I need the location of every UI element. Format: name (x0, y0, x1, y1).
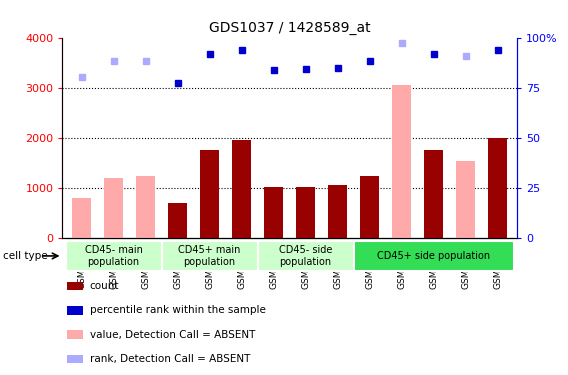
Bar (67, 306, 83, 315)
Bar (66, 241, 162, 271)
Bar (162, 241, 258, 271)
Bar (360, 176, 379, 238)
Bar (258, 241, 354, 271)
Bar (392, 85, 411, 238)
Text: CD45- main
population: CD45- main population (85, 245, 143, 267)
Bar (67, 282, 83, 290)
Bar (456, 161, 475, 238)
Text: CD45+ side population: CD45+ side population (377, 251, 490, 261)
Bar (328, 185, 347, 238)
Bar (200, 150, 219, 238)
Text: rank, Detection Call = ABSENT: rank, Detection Call = ABSENT (90, 354, 250, 364)
Bar (104, 178, 123, 238)
Text: cell type: cell type (3, 251, 48, 261)
Bar (67, 330, 83, 339)
Bar (296, 188, 315, 238)
Bar (67, 355, 83, 363)
Text: value, Detection Call = ABSENT: value, Detection Call = ABSENT (90, 330, 255, 340)
Bar (72, 198, 91, 238)
Bar (488, 138, 507, 238)
Bar (168, 203, 187, 238)
Text: count: count (90, 281, 119, 291)
Bar (354, 241, 513, 271)
Bar (136, 176, 155, 238)
Text: percentile rank within the sample: percentile rank within the sample (90, 305, 266, 315)
Bar (424, 150, 443, 238)
Text: CD45+ main
population: CD45+ main population (178, 245, 241, 267)
Bar (232, 140, 251, 238)
Title: GDS1037 / 1428589_at: GDS1037 / 1428589_at (209, 21, 370, 35)
Text: CD45- side
population: CD45- side population (279, 245, 332, 267)
Bar (264, 187, 283, 238)
